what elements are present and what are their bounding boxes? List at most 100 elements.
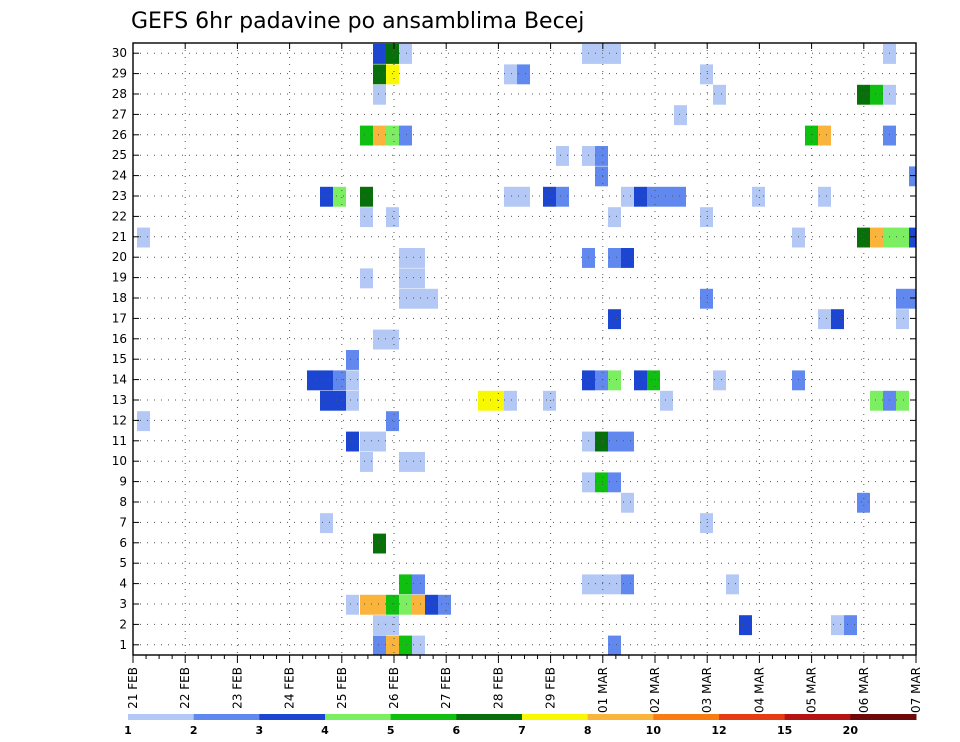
heatmap-cell: [726, 574, 739, 595]
y-tick-label: 16: [112, 332, 127, 346]
colorbar-swatch: [587, 714, 654, 720]
heatmap-cell: [307, 370, 333, 391]
heatmap-cell: [831, 309, 844, 330]
y-tick-label: 9: [119, 475, 127, 489]
heatmap-cell: [896, 309, 909, 330]
colorbar-swatch: [193, 714, 260, 720]
heatmap-cell: [608, 635, 621, 656]
heatmap-cell: [909, 227, 916, 248]
y-tick-label: 4: [119, 577, 127, 591]
heatmap-cell: [399, 635, 412, 656]
x-tick-label: 05 MAR: [805, 667, 819, 713]
y-tick-label: 19: [112, 271, 127, 285]
y-tick-label: 20: [112, 250, 127, 264]
heatmap-cell: [543, 390, 556, 411]
heatmap-cell: [360, 125, 373, 146]
y-tick-label: 21: [112, 230, 127, 244]
heatmap-cell: [333, 370, 346, 391]
heatmap-cell: [608, 431, 634, 452]
heatmap-cell: [360, 594, 386, 615]
heatmap-cell: [346, 370, 359, 391]
heatmap-cell: [608, 248, 621, 268]
heatmap-cell: [582, 248, 595, 268]
heatmap-cell: [647, 186, 686, 207]
heatmap-cell: [608, 207, 621, 228]
heatmap-cell: [373, 635, 386, 656]
colorbar-label: 15: [777, 724, 792, 737]
heatmap-cell: [556, 186, 569, 207]
heatmap-cell: [346, 350, 359, 370]
heatmap-cell: [883, 227, 909, 248]
x-tick-label: 04 MAR: [752, 667, 766, 713]
x-tick-label: 22 FEB: [178, 667, 192, 709]
y-tick-label: 14: [112, 373, 127, 387]
heatmap-cell: [373, 329, 399, 350]
heatmap-cell: [595, 146, 608, 166]
heatmap-cell: [647, 370, 660, 391]
y-tick-label: 26: [112, 128, 127, 142]
heatmap-cell: [595, 431, 608, 452]
heatmap-cell: [346, 594, 359, 615]
heatmap-cell: [504, 390, 517, 411]
x-tick-label: 21 FEB: [126, 667, 140, 709]
y-tick-label: 5: [119, 556, 127, 570]
heatmap-cell: [883, 44, 896, 64]
colorbar-swatch: [850, 714, 917, 720]
x-tick-label: 25 FEB: [335, 667, 349, 709]
heatmap-cell: [399, 44, 412, 64]
heatmap-cell: [438, 594, 451, 615]
heatmap-cell: [883, 125, 896, 146]
y-axis: 1234567891011121314151617181920212223242…: [112, 46, 916, 652]
heatmap-cell: [478, 390, 504, 411]
heatmap-cell: [425, 594, 438, 615]
heatmap-cell: [674, 105, 687, 126]
heatmap-cell: [399, 594, 412, 615]
heatmap-cell: [621, 492, 634, 513]
heatmap-cell: [412, 635, 425, 656]
y-tick-label: 2: [119, 617, 127, 631]
x-axis: 21 FEB 22 FEB 23 FEB 24 FEB 25 FEB 26 FEB 27 F…: [126, 43, 923, 713]
heatmap-cell: [608, 370, 621, 391]
y-tick-label: 17: [112, 311, 127, 325]
heatmap-cell: [660, 390, 673, 411]
y-tick-label: 11: [112, 434, 127, 448]
heatmap-cell: [373, 615, 399, 636]
colorbar-label: 4: [321, 724, 329, 737]
heatmap-cell: [634, 370, 647, 391]
x-tick-label: 29 FEB: [544, 667, 558, 709]
heatmap-cell: [713, 370, 726, 391]
colorbar: 1 2 3 4 5 6 7 8 10 12 15 20: [124, 714, 917, 737]
heatmap-cell: [621, 574, 634, 595]
colorbar-swatch: [456, 714, 523, 720]
heatmap-cell: [700, 513, 713, 534]
y-tick-label: 22: [112, 209, 127, 223]
x-tick-label: 23 FEB: [230, 667, 244, 709]
heatmap-cell: [595, 472, 608, 493]
colorbar-label: 12: [711, 724, 726, 737]
heatmap-cell: [896, 288, 916, 309]
heatmap-cell: [582, 472, 595, 493]
heatmap-cell: [818, 186, 831, 207]
heatmap-cell: [320, 186, 333, 207]
y-tick-label: 25: [112, 148, 127, 162]
heatmap-cell: [517, 64, 530, 85]
y-tick-label: 24: [112, 169, 127, 183]
heatmap-cell: [399, 268, 425, 289]
heatmap-cell: [399, 125, 412, 146]
colorbar-swatch: [719, 714, 786, 720]
heatmap-cell: [595, 166, 608, 187]
heatmap-cell: [621, 186, 634, 207]
heatmap-cell: [137, 411, 150, 432]
x-tick-label: 27 FEB: [439, 667, 453, 709]
y-tick-label: 28: [112, 87, 127, 101]
heatmap-cell: [543, 186, 556, 207]
heatmap-cell: [752, 186, 765, 207]
heatmap-cell: [386, 594, 399, 615]
heatmap-cell: [556, 146, 569, 166]
heatmap-cell: [621, 248, 634, 268]
colorbar-label: 8: [584, 724, 592, 737]
colorbar-swatch: [128, 714, 195, 720]
colorbar-swatch: [653, 714, 720, 720]
heatmap-cell: [412, 594, 425, 615]
